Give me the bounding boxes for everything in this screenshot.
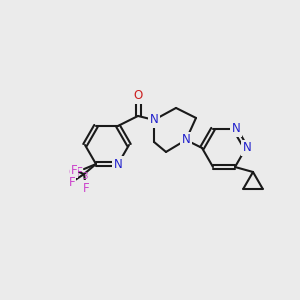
Text: 3: 3 [82, 172, 88, 181]
Text: CF: CF [69, 166, 83, 178]
Text: N: N [243, 141, 251, 154]
Text: N: N [182, 134, 190, 146]
Text: F: F [69, 176, 75, 189]
Text: O: O [134, 89, 142, 102]
Text: F: F [83, 182, 89, 195]
Text: N: N [150, 113, 158, 126]
Text: N: N [114, 158, 122, 171]
Text: F: F [71, 164, 77, 177]
Text: N: N [232, 122, 240, 135]
